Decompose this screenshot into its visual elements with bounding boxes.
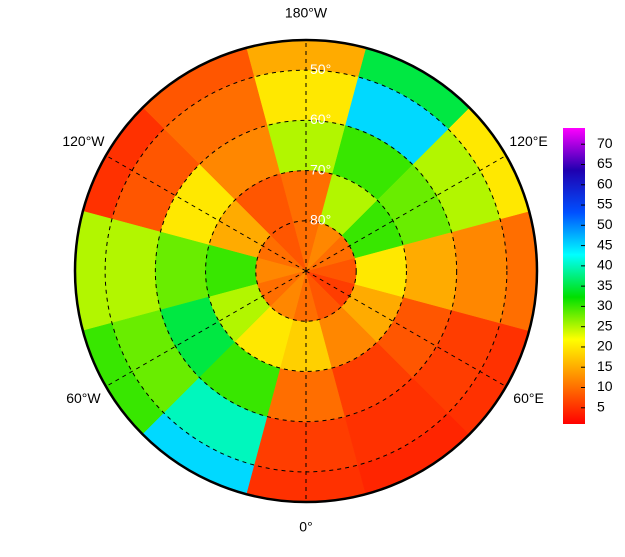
colorbar-label: 10: [597, 378, 613, 394]
colorbar-label: 60: [597, 175, 613, 191]
colorbar-label: 20: [597, 338, 613, 354]
latitude-line: [154, 119, 458, 423]
latitude-label: 80°: [310, 211, 331, 227]
colorbar-label: 70: [597, 135, 613, 151]
latitude-label: 70°: [310, 161, 331, 177]
colorbar-label: 5: [597, 398, 605, 414]
latitude-label: 50°: [310, 61, 331, 77]
colorbar-label: 50: [597, 216, 613, 232]
latitude-line: [255, 220, 357, 322]
colorbar-label: 40: [597, 257, 613, 273]
longitude-label: 0°: [299, 519, 312, 535]
longitude-label: 60°W: [66, 390, 101, 406]
latitude-label: 60°: [310, 111, 331, 127]
meridian-line: [305, 270, 507, 387]
colorbar-label: 45: [597, 236, 613, 252]
colorbar-label: 65: [597, 155, 613, 171]
meridian-line: [105, 155, 307, 272]
heat-cell: [402, 231, 457, 311]
colorbar-label: 30: [597, 297, 613, 313]
colorbar-label: 35: [597, 277, 613, 293]
longitude-label: 120°E: [509, 133, 547, 149]
colorbar-label: 15: [597, 358, 613, 374]
colorbar-label: 25: [597, 317, 613, 333]
heat-cell: [104, 218, 161, 324]
longitude-label: 60°E: [513, 390, 544, 406]
colorbar-label: 55: [597, 196, 613, 212]
meridian-line: [305, 155, 507, 272]
longitude-label: 120°W: [62, 133, 105, 149]
latitude-line: [205, 170, 407, 372]
meridian-line: [105, 270, 307, 387]
colorbar: [563, 128, 585, 424]
heat-cell: [451, 218, 508, 324]
heat-cell: [155, 231, 210, 311]
map-border: [73, 38, 539, 504]
longitude-label: 180°W: [285, 5, 328, 21]
